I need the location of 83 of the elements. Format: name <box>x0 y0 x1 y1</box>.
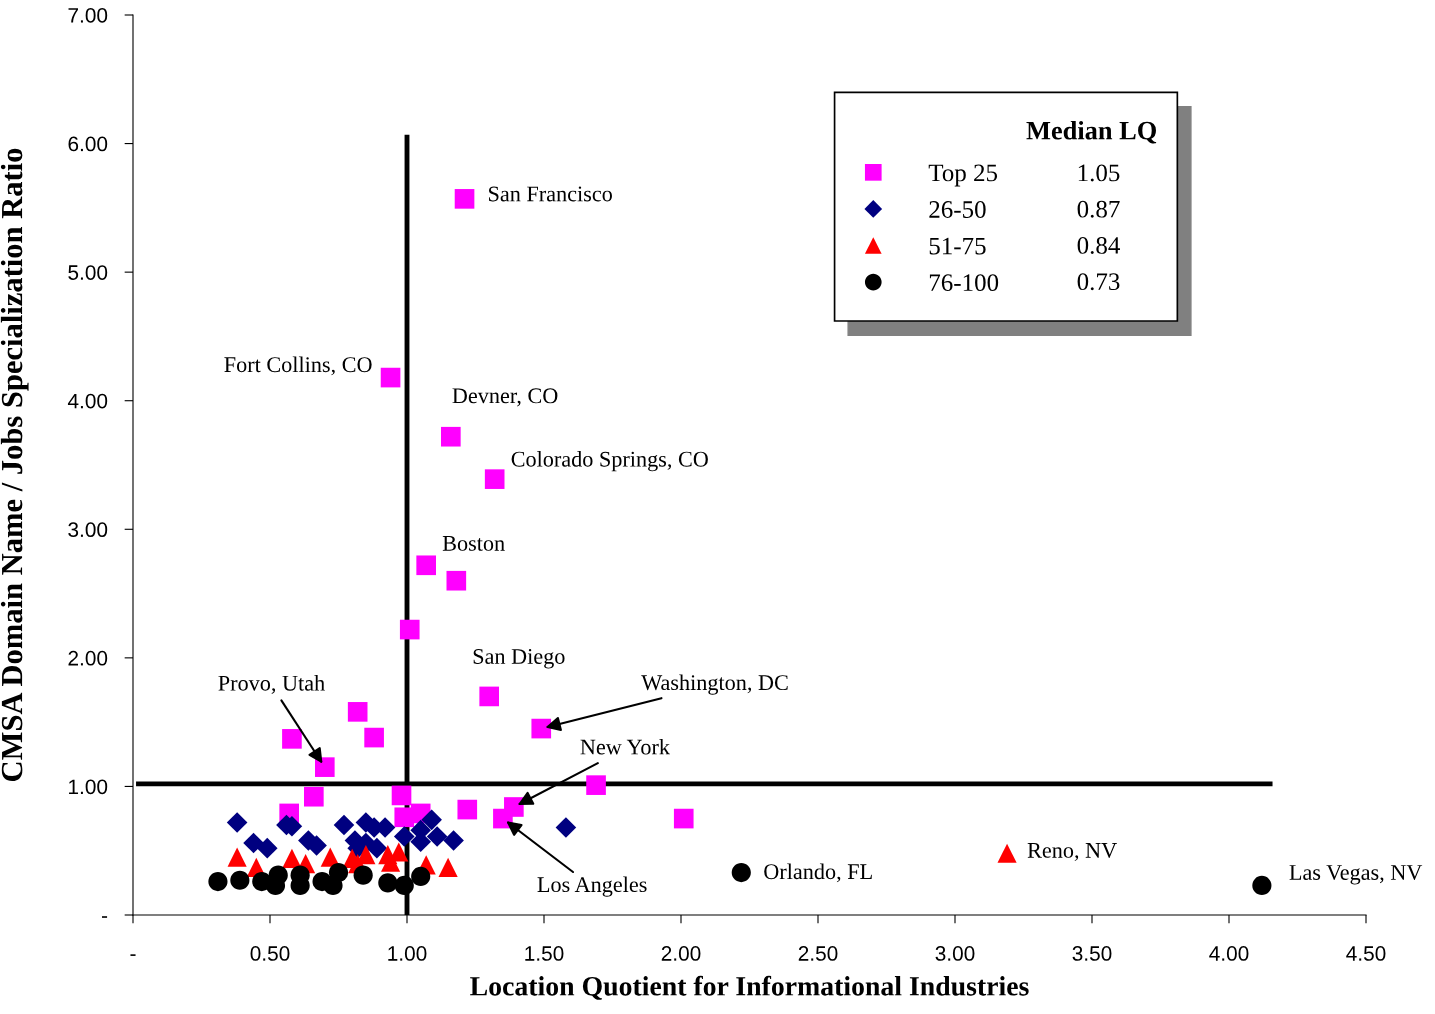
y-tick-label: 3.00 <box>68 522 108 538</box>
point <box>441 426 461 447</box>
x-tick-label: 3.50 <box>1072 946 1112 961</box>
point <box>479 686 500 707</box>
point <box>243 832 264 854</box>
x-tick-label: 2.00 <box>661 946 701 961</box>
x-tick-label: 4.00 <box>1209 946 1249 961</box>
legend-title: Median LQ <box>1026 120 1157 144</box>
point <box>399 619 420 640</box>
annotation: Colorado Springs, CO <box>511 451 708 472</box>
y-tick-label: 4.00 <box>67 393 108 409</box>
legend-label: Top 25 <box>928 164 998 187</box>
annotation: Orlando, FL <box>764 863 872 883</box>
annotation: 0.84 <box>1077 236 1120 254</box>
point <box>227 847 247 867</box>
point <box>226 812 248 833</box>
point <box>586 775 606 795</box>
point <box>347 702 368 722</box>
annotation: Reno, NV <box>1027 843 1117 862</box>
legend-label: 26-50 <box>929 201 986 218</box>
point <box>997 843 1017 863</box>
y-tick-label: 7.00 <box>68 8 108 23</box>
annotation: Las Vegas, NV <box>1289 865 1423 885</box>
point <box>531 718 552 739</box>
x-axis-title: Location Quotient for Informational Industries <box>470 975 1029 1000</box>
annotation: 0.87 <box>1077 200 1120 218</box>
x-tick-label: 3.00 <box>935 946 975 961</box>
point <box>555 817 577 838</box>
point <box>457 799 478 820</box>
point <box>393 826 415 847</box>
x-tick-label: 2.50 <box>798 946 838 961</box>
point <box>380 367 401 388</box>
annotation: San Francisco <box>489 186 612 202</box>
x-tick-label: 0.50 <box>250 946 290 961</box>
y-tick-label: - <box>101 916 108 918</box>
annotation: Devner, CO <box>452 388 558 407</box>
annotation: Fort Collins, CO <box>224 356 372 376</box>
point <box>1252 875 1272 895</box>
point <box>731 863 751 883</box>
x-tick-label: 4.50 <box>1346 946 1386 961</box>
point <box>416 555 436 576</box>
y-tick-label: 5.00 <box>68 265 108 280</box>
point <box>389 842 409 862</box>
y-tick-label: 2.00 <box>68 650 108 666</box>
point <box>378 873 398 893</box>
point <box>484 469 505 489</box>
point <box>366 837 388 859</box>
point <box>391 785 412 806</box>
point <box>411 866 431 886</box>
annotation: 1.05 <box>1078 164 1120 182</box>
annotation: Boston <box>442 536 505 551</box>
x-tick-label: 1.00 <box>388 946 427 961</box>
point <box>314 757 335 777</box>
legend-label: 76-100 <box>929 274 999 292</box>
annotation: New York <box>580 738 670 755</box>
point <box>282 848 302 868</box>
annotation: San Diego <box>473 648 565 669</box>
point <box>443 830 464 851</box>
annotation: Washington, DC <box>641 674 788 695</box>
y-tick-label: 1.00 <box>69 779 108 795</box>
annotation: Los Angeles <box>537 876 647 897</box>
point <box>304 786 324 807</box>
y-tick-label: 6.00 <box>68 136 108 152</box>
point <box>421 809 442 831</box>
point <box>446 570 467 591</box>
point <box>673 808 694 829</box>
legend-label: 51-75 <box>929 237 986 255</box>
point <box>353 865 373 885</box>
annotation: Provo, Utah <box>218 675 325 694</box>
point <box>230 870 250 890</box>
point <box>364 727 384 748</box>
point <box>454 189 475 209</box>
annotation: 0.73 <box>1077 273 1120 291</box>
point <box>438 857 458 877</box>
point <box>323 875 343 895</box>
point <box>208 872 228 892</box>
y-axis-title: CMSA Domain Name / Jobs Specialization Ratio <box>0 148 29 781</box>
point <box>256 837 278 859</box>
x-tick-label: 1.50 <box>525 946 564 961</box>
point <box>493 808 513 829</box>
point <box>426 826 448 847</box>
point <box>394 875 414 895</box>
point <box>333 814 355 836</box>
